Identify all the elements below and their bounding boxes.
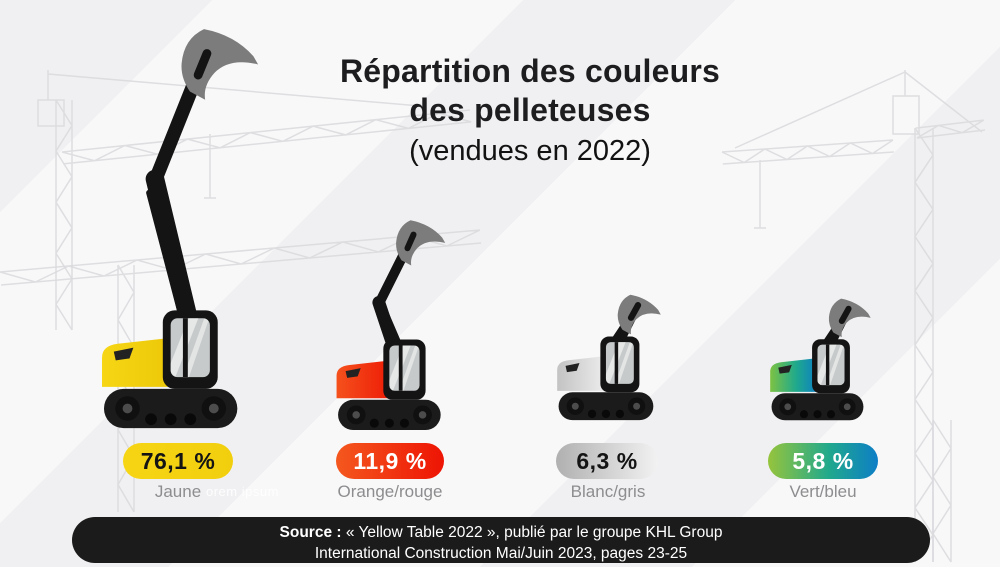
excavator-vert-bleu (770, 298, 871, 421)
bucket-shape (617, 294, 661, 335)
source-text-1: « Yellow Table 2022 », publié par le gro… (345, 524, 723, 541)
bucket-shape (396, 220, 446, 266)
title-line-2: des pelleteuses (409, 92, 651, 128)
chart-title: Répartition des couleurs des pelleteuses… (60, 52, 1000, 171)
title-subtitle: (vendues en 2022) (409, 135, 651, 167)
source-line-2: International Construction Mai/Juin 2023… (314, 545, 688, 562)
value-badge-vert-bleu: 5,8 % (768, 443, 878, 479)
title-line-1: Répartition des couleurs (340, 53, 720, 89)
bucket-shape (828, 298, 871, 338)
value-badge-blanc-gris: 6,3 % (556, 443, 658, 479)
category-label-blanc-gris: Blanc/gris (570, 482, 646, 501)
value-badge-orange-rouge: 11,9 % (336, 443, 444, 479)
category-label-vert-bleu: Vert/bleu (789, 482, 857, 501)
source-prefix: Source : (279, 524, 342, 541)
source-bar: Source : « Yellow Table 2022 », publié p… (72, 517, 930, 563)
value-badge-jaune: 76,1 % (123, 443, 233, 479)
source-line-1: Source : « Yellow Table 2022 », publié p… (72, 522, 930, 543)
category-label-orange-rouge: Orange/rouge (337, 482, 443, 501)
excavator-blanc-gris (557, 294, 661, 421)
faint-watermark: orem ipsum (206, 484, 279, 499)
excavator-orange-rouge (336, 220, 446, 430)
